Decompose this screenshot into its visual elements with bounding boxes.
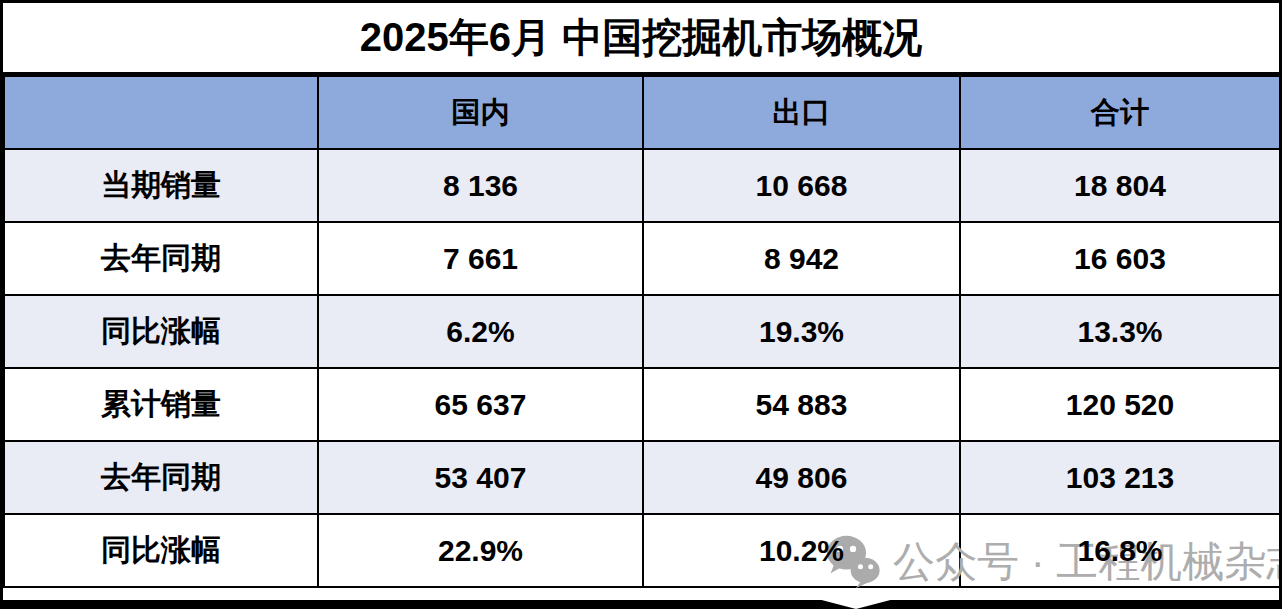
cell-value-text: 16.8%: [1077, 534, 1162, 567]
bottom-notch: [814, 598, 898, 609]
table-row: 同比涨幅 6.2% 19.3% 13.3%: [4, 295, 1280, 368]
cell-value: 10.2%: [643, 514, 960, 587]
cell-value-text: 8 942: [764, 242, 839, 275]
header-cell-total: 合计: [960, 76, 1280, 149]
row-label: 同比涨幅: [4, 514, 318, 587]
row-label: 累计销量: [4, 368, 318, 441]
header-cell-blank: [4, 76, 318, 149]
cell-value: 19.3%: [643, 295, 960, 368]
cell-value-text: 22.9%: [438, 534, 523, 567]
cell-value: 49 806: [643, 441, 960, 514]
row-label: 当期销量: [4, 149, 318, 222]
cell-value: 8 136: [318, 149, 643, 222]
cell-value-text: 65 637: [435, 388, 527, 421]
cell-value: 8 942: [643, 222, 960, 295]
table-header: 国内 出口 合计: [4, 76, 1280, 149]
cell-value-text: 103 213: [1066, 461, 1174, 494]
cell-value-text: 16 603: [1074, 242, 1166, 275]
table-row: 去年同期 53 407 49 806 103 213: [4, 441, 1280, 514]
cell-value-text: 18 804: [1074, 169, 1166, 202]
cell-value: 18 804: [960, 149, 1280, 222]
cell-value: 53 407: [318, 441, 643, 514]
market-data-table: 国内 出口 合计 当期销量 8 136 10 668 18 804 去年同期 7 661 8…: [3, 75, 1281, 588]
table-row: 累计销量 65 637 54 883 120 520: [4, 368, 1280, 441]
cell-value-text: 8 136: [443, 169, 518, 202]
cell-value: 22.9%: [318, 514, 643, 587]
cell-value: 65 637: [318, 368, 643, 441]
cell-value-text: 120 520: [1066, 388, 1174, 421]
table-body: 当期销量 8 136 10 668 18 804 去年同期 7 661 8 942 16 60…: [4, 149, 1280, 587]
table-row: 当期销量 8 136 10 668 18 804: [4, 149, 1280, 222]
cell-value: 120 520: [960, 368, 1280, 441]
cell-value: 10 668: [643, 149, 960, 222]
cell-value: 54 883: [643, 368, 960, 441]
row-label: 去年同期: [4, 222, 318, 295]
row-label: 同比涨幅: [4, 295, 318, 368]
row-label: 去年同期: [4, 441, 318, 514]
cell-value: 13.3%: [960, 295, 1280, 368]
cell-value-text: 7 661: [443, 242, 518, 275]
header-cell-export: 出口: [643, 76, 960, 149]
cell-value: 7 661: [318, 222, 643, 295]
cell-value-text: 49 806: [756, 461, 848, 494]
cell-value: 6.2%: [318, 295, 643, 368]
cell-value-text: 13.3%: [1077, 315, 1162, 348]
cell-value-text: 10.2%: [759, 534, 844, 567]
cell-value-text: 10 668: [756, 169, 848, 202]
cell-value-text: 53 407: [435, 461, 527, 494]
table-row: 去年同期 7 661 8 942 16 603: [4, 222, 1280, 295]
bottom-border-bar: [3, 600, 1279, 609]
cell-value: 16 603: [960, 222, 1280, 295]
cell-value-text: 6.2%: [446, 315, 514, 348]
cell-value: 103 213: [960, 441, 1280, 514]
excavator-market-table: 2025年6月 中国挖掘机市场概况 国内 出口 合计 当期销量 8 136 10 6…: [0, 0, 1282, 609]
cell-value-text: 54 883: [756, 388, 848, 421]
header-row: 国内 出口 合计: [4, 76, 1280, 149]
table-row: 同比涨幅 22.9% 10.2% 16.8%: [4, 514, 1280, 587]
cell-value: 16.8%: [960, 514, 1280, 587]
page-title: 2025年6月 中国挖掘机市场概况: [3, 3, 1279, 75]
cell-value-text: 19.3%: [759, 315, 844, 348]
header-cell-domestic: 国内: [318, 76, 643, 149]
